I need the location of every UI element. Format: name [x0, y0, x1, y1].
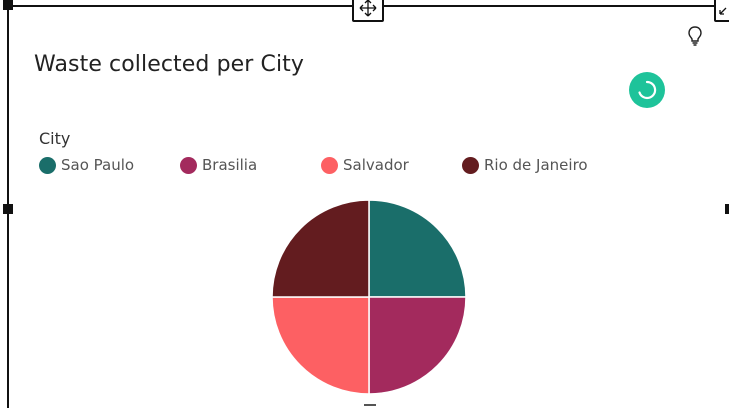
- legend-marker: [462, 156, 479, 174]
- loading-spinner-icon: [638, 80, 657, 100]
- resize-handle-middle-right[interactable]: [725, 204, 729, 214]
- resize-handle-top-left[interactable]: [3, 0, 13, 10]
- legend-item-rio-de-janeiro[interactable]: Rio de Janeiro: [462, 155, 588, 175]
- legend-label: Rio de Janeiro: [484, 156, 588, 174]
- move-icon: [359, 0, 377, 17]
- resize-handle-bottom[interactable]: [364, 404, 376, 406]
- legend-label: Brasilia: [202, 156, 258, 174]
- legend-marker: [180, 156, 197, 174]
- pie-chart: [271, 199, 467, 395]
- resize-handle-middle-left[interactable]: [3, 204, 13, 214]
- loading-spinner: [629, 72, 665, 108]
- pie-slice-salvador[interactable]: [271, 296, 370, 395]
- legend-title: City: [39, 129, 71, 148]
- pie-slice-brasilia[interactable]: [368, 296, 467, 395]
- resize-icon: [719, 7, 727, 15]
- legend-label: Salvador: [343, 156, 409, 174]
- pie-slice-rio-de-janeiro[interactable]: [271, 199, 370, 298]
- lightbulb-icon[interactable]: [683, 24, 707, 48]
- legend-item-sao-paulo[interactable]: Sao Paulo: [39, 155, 134, 175]
- legend-marker: [321, 156, 338, 174]
- legend-marker: [39, 156, 56, 174]
- focus-mode-button[interactable]: [714, 0, 729, 22]
- legend-item-salvador[interactable]: Salvador: [321, 155, 409, 175]
- legend-item-brasilia[interactable]: Brasilia: [180, 155, 257, 175]
- legend-label: Sao Paulo: [61, 156, 135, 174]
- chart-title: Waste collected per City: [34, 52, 305, 77]
- move-button[interactable]: [352, 0, 384, 22]
- pie-slice-sao-paulo[interactable]: [368, 199, 467, 298]
